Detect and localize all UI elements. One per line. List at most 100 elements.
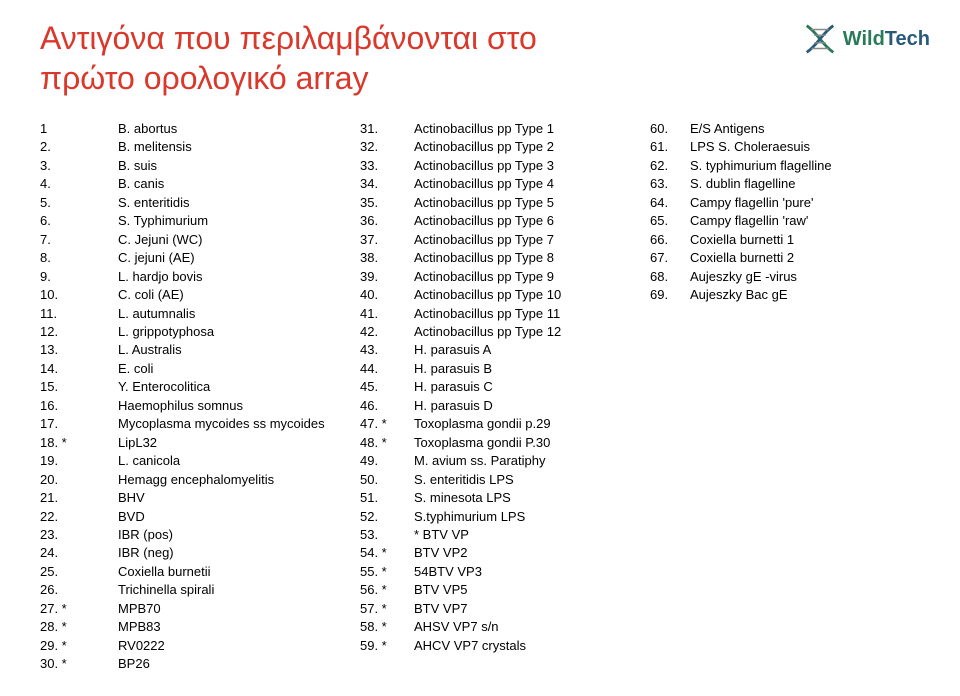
list-item: 63.S. dublin flagelline <box>650 175 910 193</box>
list-item: 1B. abortus <box>40 120 350 138</box>
item-text: S. dublin flagelline <box>690 175 796 193</box>
list-item: 17.Mycoplasma mycoides ss mycoides <box>40 415 350 433</box>
item-number: 44. <box>360 360 414 378</box>
list-item: 62.S. typhimurium flagelline <box>650 157 910 175</box>
item-number: 46. <box>360 397 414 415</box>
list-item: 64.Campy flagellin 'pure' <box>650 194 910 212</box>
item-number: 29. * <box>40 637 118 655</box>
item-text: RV0222 <box>118 637 165 655</box>
list-item: 40.Actinobacillus pp Type 10 <box>360 286 640 304</box>
item-text: IBR (neg) <box>118 544 174 562</box>
item-text: IBR (pos) <box>118 526 173 544</box>
item-text: B. suis <box>118 157 157 175</box>
list-item: 16.Haemophilus somnus <box>40 397 350 415</box>
item-number: 38. <box>360 249 414 267</box>
item-number: 45. <box>360 378 414 396</box>
item-text: Actinobacillus pp Type 3 <box>414 157 554 175</box>
item-text: BP26 <box>118 655 150 673</box>
item-number: 42. <box>360 323 414 341</box>
item-text: BHV <box>118 489 145 507</box>
item-number: 60. <box>650 120 690 138</box>
list-item: 67.Coxiella burnetti 2 <box>650 249 910 267</box>
item-text: L. grippotyphosa <box>118 323 214 341</box>
item-text: L. Australis <box>118 341 182 359</box>
list-item: 59. *AHCV VP7 crystals <box>360 637 640 655</box>
item-number: 56. * <box>360 581 414 599</box>
list-item: 53. * BTV VP <box>360 526 640 544</box>
item-number: 8. <box>40 249 118 267</box>
item-text: Haemophilus somnus <box>118 397 243 415</box>
item-number: 3. <box>40 157 118 175</box>
list-item: 54. *BTV VP2 <box>360 544 640 562</box>
list-item: 9.L. hardjo bovis <box>40 268 350 286</box>
list-item: 26.Trichinella spirali <box>40 581 350 599</box>
list-item: 5.S. enteritidis <box>40 194 350 212</box>
item-number: 6. <box>40 212 118 230</box>
item-number: 19. <box>40 452 118 470</box>
item-number: 24. <box>40 544 118 562</box>
item-text: BTV VP5 <box>414 581 467 599</box>
list-item: 61.LPS S. Choleraesuis <box>650 138 910 156</box>
dna-icon <box>801 20 839 58</box>
item-number: 26. <box>40 581 118 599</box>
item-number: 59. * <box>360 637 414 655</box>
list-item: 36.Actinobacillus pp Type 6 <box>360 212 640 230</box>
item-text: Actinobacillus pp Type 10 <box>414 286 561 304</box>
item-text: Coxiella burnetii <box>118 563 211 581</box>
item-number: 18. * <box>40 434 118 452</box>
list-item: 45.H. parasuis C <box>360 378 640 396</box>
item-text: Mycoplasma mycoides ss mycoides <box>118 415 325 433</box>
item-number: 25. <box>40 563 118 581</box>
item-number: 52. <box>360 508 414 526</box>
list-item: 21.BHV <box>40 489 350 507</box>
item-number: 5. <box>40 194 118 212</box>
item-number: 34. <box>360 175 414 193</box>
list-item: 37.Actinobacillus pp Type 7 <box>360 231 640 249</box>
item-text: S.typhimurium LPS <box>414 508 525 526</box>
item-text: B. canis <box>118 175 164 193</box>
list-item: 41.Actinobacillus pp Type 11 <box>360 305 640 323</box>
item-number: 1 <box>40 120 118 138</box>
item-text: M. avium ss. Paratiphy <box>414 452 546 470</box>
title-line1: Αντιγόνα που περιλαμβάνονται στο <box>40 20 537 56</box>
item-number: 20. <box>40 471 118 489</box>
list-item: 42.Actinobacillus pp Type 12 <box>360 323 640 341</box>
list-item: 32.Actinobacillus pp Type 2 <box>360 138 640 156</box>
list-item: 25.Coxiella burnetii <box>40 563 350 581</box>
item-number: 63. <box>650 175 690 193</box>
item-text: S. typhimurium flagelline <box>690 157 832 175</box>
list-item: 6.S. Typhimurium <box>40 212 350 230</box>
list-item: 29. *RV0222 <box>40 637 350 655</box>
item-text: AHSV VP7 s/n <box>414 618 499 636</box>
list-item: 24.IBR (neg) <box>40 544 350 562</box>
item-number: 21. <box>40 489 118 507</box>
list-item: 48. *Toxoplasma gondii P.30 <box>360 434 640 452</box>
item-text: Actinobacillus pp Type 7 <box>414 231 554 249</box>
item-text: Hemagg encephalomyelitis <box>118 471 274 489</box>
list-item: 2.B. melitensis <box>40 138 350 156</box>
item-text: H. parasuis A <box>414 341 491 359</box>
item-text: S. enteritidis <box>118 194 190 212</box>
item-text: L. hardjo bovis <box>118 268 203 286</box>
item-number: 37. <box>360 231 414 249</box>
list-item: 31.Actinobacillus pp Type 1 <box>360 120 640 138</box>
item-text: H. parasuis D <box>414 397 493 415</box>
item-number: 55. * <box>360 563 414 581</box>
list-item: 33.Actinobacillus pp Type 3 <box>360 157 640 175</box>
list-item: 38.Actinobacillus pp Type 8 <box>360 249 640 267</box>
item-number: 4. <box>40 175 118 193</box>
logo-wild: Wild <box>843 28 885 50</box>
item-text: H. parasuis C <box>414 378 493 396</box>
item-number: 12. <box>40 323 118 341</box>
item-text: L. autumnalis <box>118 305 195 323</box>
list-item: 39.Actinobacillus pp Type 9 <box>360 268 640 286</box>
item-text: C. coli (AE) <box>118 286 184 304</box>
item-number: 33. <box>360 157 414 175</box>
item-text: Aujeszky gE -virus <box>690 268 797 286</box>
title-line2: πρώτο ορολογικό array <box>40 60 369 96</box>
item-text: Coxiella burnetti 1 <box>690 231 794 249</box>
list-item: 12.L. grippotyphosa <box>40 323 350 341</box>
list-item: 52.S.typhimurium LPS <box>360 508 640 526</box>
item-number: 66. <box>650 231 690 249</box>
item-text: * BTV VP <box>414 526 469 544</box>
